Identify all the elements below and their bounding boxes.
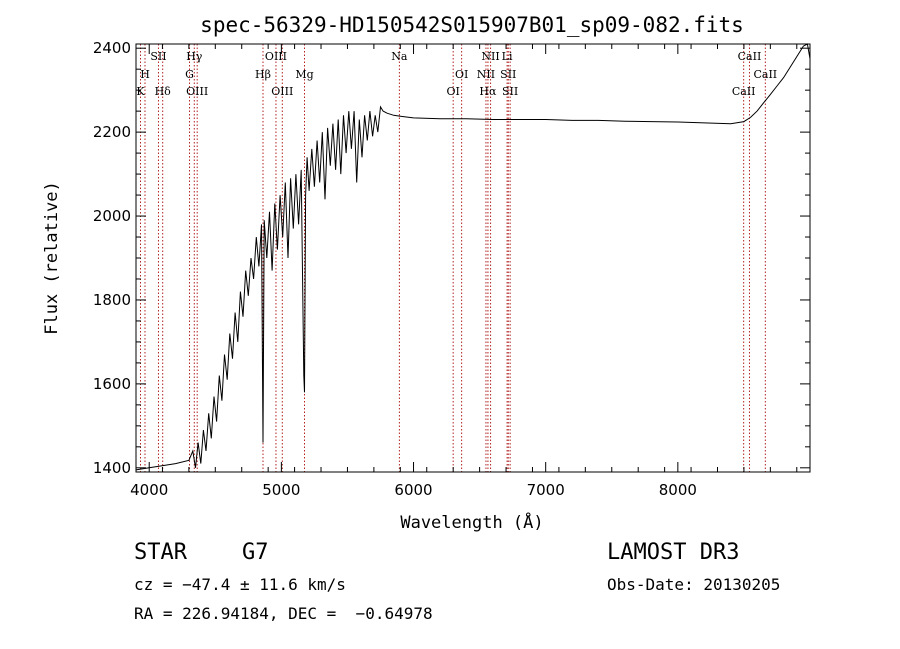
line-label-Hβ: Hβ	[255, 68, 271, 81]
line-label-NII: NII	[477, 68, 495, 81]
line-label-Li: Li	[502, 50, 513, 63]
line-label-CaII: CaII	[732, 85, 756, 98]
line-label-K: K	[136, 85, 145, 98]
line-label-OI: OI	[455, 68, 468, 81]
y-tick-label: 2400	[93, 39, 131, 57]
line-label-SII: SII	[502, 85, 518, 98]
spectral-line-markers	[139, 44, 766, 472]
x-tick-label: 4000	[130, 481, 168, 499]
spectral-line-labels: KHSIIHδHγGOIIIOIIIHβOIIIMgNaOIOINIINIIHα…	[136, 50, 777, 98]
line-label-OIII: OIII	[271, 85, 293, 98]
spectrum-series-line	[135, 43, 811, 471]
object-class: STAR	[134, 540, 187, 565]
line-label-Mg: Mg	[295, 68, 313, 81]
ra-dec: RA = 226.94184, DEC = −0.64978	[134, 604, 433, 623]
axis-ticks: 4000 5000 6000 7000 8000 1400 1600 1800 2000 2200…	[93, 39, 810, 499]
line-label-Hα: Hα	[479, 85, 497, 98]
line-label-G: G	[185, 68, 194, 81]
line-label-CaII: CaII	[753, 68, 777, 81]
line-label-CaII: CaII	[738, 50, 762, 63]
obs-date: Obs-Date: 20130205	[607, 575, 781, 594]
y-tick-label: 2000	[93, 207, 131, 225]
x-axis-label: Wavelength (Å)	[400, 511, 543, 533]
line-label-Hδ: Hδ	[155, 85, 172, 98]
survey-name: LAMOST DR3	[607, 540, 740, 565]
line-label-OI: OI	[446, 85, 459, 98]
chart-title: spec-56329-HD150542S015907B01_sp09-082.f…	[200, 13, 744, 37]
x-tick-label: 5000	[262, 481, 300, 499]
line-label-SII: SII	[500, 68, 516, 81]
x-tick-label: 7000	[527, 481, 565, 499]
y-tick-label: 1600	[93, 375, 131, 393]
line-label-Na: Na	[391, 50, 408, 63]
x-tick-label: 6000	[394, 481, 432, 499]
line-label-H: H	[140, 68, 150, 81]
line-label-OIII: OIII	[265, 50, 287, 63]
line-label-SII: SII	[150, 50, 166, 63]
y-axis-label: Flux (relative)	[42, 181, 62, 335]
line-label-NII: NII	[481, 50, 499, 63]
line-label-OIII: OIII	[186, 85, 208, 98]
object-subclass: G7	[242, 540, 269, 565]
y-tick-label: 1400	[93, 459, 131, 477]
x-tick-label: 8000	[659, 481, 697, 499]
plot-frame	[135, 43, 811, 473]
y-tick-label: 2200	[93, 123, 131, 141]
line-label-Hγ: Hγ	[186, 50, 203, 63]
redshift-cz: cz = −47.4 ± 11.6 km/s	[134, 575, 346, 594]
y-tick-label: 1800	[93, 291, 131, 309]
